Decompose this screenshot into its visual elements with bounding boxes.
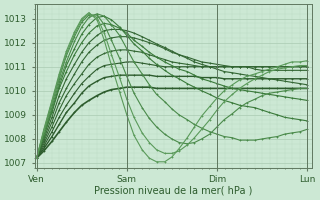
X-axis label: Pression niveau de la mer( hPa ): Pression niveau de la mer( hPa ) (94, 186, 252, 196)
